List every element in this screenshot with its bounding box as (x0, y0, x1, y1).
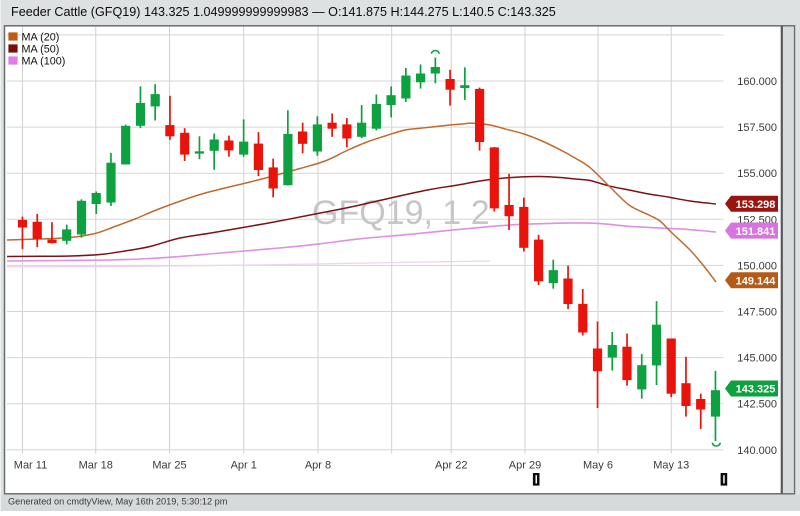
svg-text:Mar 18: Mar 18 (79, 460, 113, 472)
svg-text:Mar 25: Mar 25 (152, 460, 186, 472)
svg-text:May 13: May 13 (653, 460, 689, 472)
svg-text:140.000: 140.000 (737, 445, 777, 457)
svg-text:147.500: 147.500 (737, 307, 777, 319)
svg-text:153.298: 153.298 (736, 199, 776, 211)
svg-text:GFQ19, 1 2: GFQ19, 1 2 (312, 194, 490, 232)
svg-text:150.000: 150.000 (737, 260, 777, 272)
svg-text:151.841: 151.841 (736, 226, 776, 238)
svg-text:May 6: May 6 (583, 460, 613, 472)
svg-text:149.144: 149.144 (736, 276, 777, 288)
svg-text:MA (50): MA (50) (22, 43, 60, 55)
svg-text:Apr 8: Apr 8 (305, 460, 331, 472)
svg-text:MA (20): MA (20) (22, 31, 60, 43)
svg-text:MA (100): MA (100) (22, 55, 66, 67)
svg-text:Apr 22: Apr 22 (435, 460, 467, 472)
svg-text:142.500: 142.500 (737, 399, 777, 411)
svg-text:Apr 29: Apr 29 (509, 460, 541, 472)
svg-text:Apr 1: Apr 1 (231, 460, 257, 472)
svg-text:160.000: 160.000 (737, 76, 777, 88)
svg-text:157.500: 157.500 (737, 122, 777, 134)
svg-text:143.325: 143.325 (736, 384, 776, 396)
svg-text:Generated on cmdtyView, May 16: Generated on cmdtyView, May 16th 2019, 5… (8, 496, 228, 506)
svg-text:145.000: 145.000 (737, 353, 777, 365)
svg-text:Mar 11: Mar 11 (14, 460, 47, 472)
svg-text:155.000: 155.000 (737, 168, 777, 180)
svg-text:Feeder Cattle (GFQ19) 143.325: Feeder Cattle (GFQ19) 143.325 1.04999999… (11, 5, 556, 19)
